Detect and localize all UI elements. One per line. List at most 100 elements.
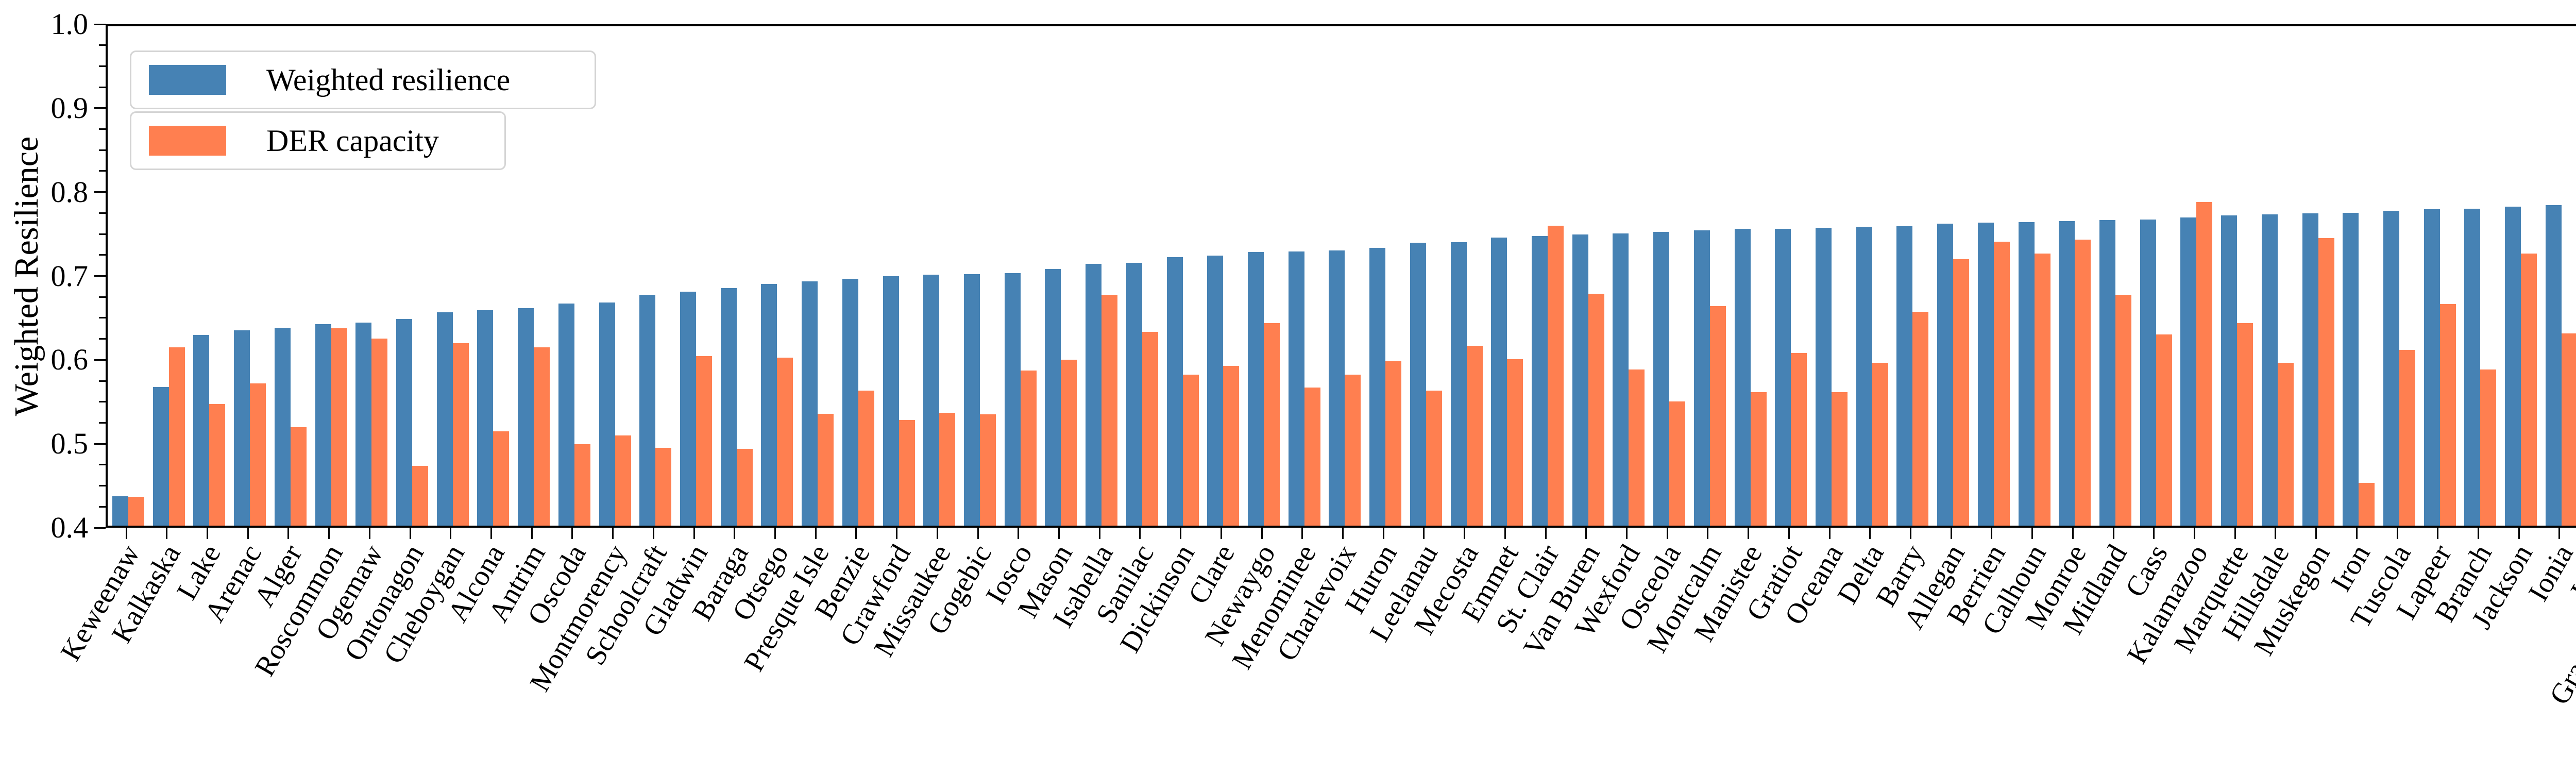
x-tick-mark xyxy=(450,528,452,539)
y-left-major-tick xyxy=(94,359,106,361)
bar-der-capacity-St. Clair xyxy=(1548,225,1564,526)
bar-der-capacity-Huron xyxy=(1385,361,1402,526)
x-tick-mark xyxy=(2558,528,2561,539)
y-left-major-tick xyxy=(94,107,106,109)
bar-der-capacity-Iron xyxy=(2359,482,2375,526)
bar-weighted-resilience-Benzie xyxy=(842,279,858,526)
bar-der-capacity-Osceola xyxy=(1669,401,1686,526)
bar-der-capacity-Otsego xyxy=(777,357,793,526)
bar-der-capacity-Hillsdale xyxy=(2277,363,2294,526)
y-left-tick-label: 1.0 xyxy=(50,7,89,41)
x-tick-mark xyxy=(2396,528,2398,539)
bar-weighted-resilience-Keweenaw xyxy=(112,496,128,526)
x-tick-mark xyxy=(2315,528,2317,539)
y-left-minor-tick xyxy=(99,170,106,172)
bar-der-capacity-Delta xyxy=(1872,363,1888,526)
y-left-tick-label: 0.5 xyxy=(50,427,89,461)
bar-weighted-resilience-Berrien xyxy=(1977,223,1994,526)
bar-weighted-resilience-Dickinson xyxy=(1166,257,1183,526)
plot-area xyxy=(106,24,2576,528)
bar-weighted-resilience-Gratiot xyxy=(1775,228,1791,526)
x-tick-mark xyxy=(896,528,898,539)
x-tick-mark xyxy=(612,528,614,539)
x-tick-mark xyxy=(1261,528,1263,539)
bar-der-capacity-Schoolcraft xyxy=(655,448,672,526)
bar-der-capacity-Roscommon xyxy=(331,328,347,526)
x-tick-mark xyxy=(1950,528,1952,539)
bar-der-capacity-Kalkaska xyxy=(168,347,185,526)
bar-der-capacity-Oscoda xyxy=(574,444,590,526)
x-tick-mark xyxy=(2355,528,2358,539)
y-left-minor-tick xyxy=(99,317,106,319)
bar-der-capacity-Isabella xyxy=(1101,294,1118,526)
bar-der-capacity-Ogemaw xyxy=(371,338,388,526)
bar-der-capacity-Baraga xyxy=(736,448,753,526)
x-tick-mark xyxy=(1139,528,1141,539)
y-left-major-tick xyxy=(94,23,106,25)
y-left-minor-tick xyxy=(99,401,106,403)
legend-label-weighted-resilience: Weighted resilience xyxy=(266,62,511,97)
bar-weighted-resilience-Isabella xyxy=(1086,263,1102,526)
bar-weighted-resilience-Iron xyxy=(2343,212,2359,526)
y-left-minor-tick xyxy=(99,422,106,424)
legend-entry-der-capacity: DER capacity xyxy=(130,111,506,170)
bar-weighted-resilience-Huron xyxy=(1369,248,1386,526)
x-tick-mark xyxy=(1018,528,1020,539)
bar-der-capacity-Dickinson xyxy=(1182,375,1199,526)
bar-weighted-resilience-Oscoda xyxy=(558,303,574,526)
bar-der-capacity-Gratiot xyxy=(1791,352,1807,526)
bar-weighted-resilience-Tuscola xyxy=(2383,211,2399,526)
x-tick-mark xyxy=(2112,528,2114,539)
x-tick-mark xyxy=(1869,528,1871,539)
bar-weighted-resilience-Missaukee xyxy=(923,275,940,526)
y-left-minor-tick xyxy=(99,464,106,466)
y-left-minor-tick xyxy=(99,296,106,298)
x-tick-mark xyxy=(1504,528,1506,539)
bar-weighted-resilience-Wexford xyxy=(1613,233,1629,526)
bar-der-capacity-Keweenaw xyxy=(128,496,144,526)
bar-weighted-resilience-Van Buren xyxy=(1572,234,1588,526)
y-left-minor-tick xyxy=(99,233,106,235)
bar-der-capacity-Ionia xyxy=(2561,333,2576,526)
bar-weighted-resilience-Alger xyxy=(274,327,291,526)
y-left-minor-tick xyxy=(99,65,106,67)
bar-der-capacity-Antrim xyxy=(534,347,550,526)
x-tick-mark xyxy=(2275,528,2277,539)
bar-der-capacity-Midland xyxy=(2115,295,2131,526)
bar-der-capacity-Gogebic xyxy=(980,414,996,526)
bar-weighted-resilience-Gladwin xyxy=(680,291,696,526)
x-tick-mark xyxy=(2234,528,2236,539)
x-tick-mark xyxy=(693,528,695,539)
bar-der-capacity-Leelanau xyxy=(1426,391,1442,526)
bar-der-capacity-Muskegon xyxy=(2318,238,2334,526)
x-tick-mark xyxy=(1585,528,1587,539)
bar-weighted-resilience-Ontonagon xyxy=(396,319,412,526)
x-tick-mark xyxy=(1058,528,1060,539)
bar-der-capacity-Lake xyxy=(209,404,226,526)
bar-weighted-resilience-Gogebic xyxy=(964,274,980,526)
bar-der-capacity-Sanilac xyxy=(1142,331,1158,526)
x-tick-mark xyxy=(368,528,370,539)
x-tick-mark xyxy=(774,528,776,539)
bar-der-capacity-Mason xyxy=(1061,360,1077,526)
bar-der-capacity-Barry xyxy=(1912,311,1929,526)
x-tick-mark xyxy=(652,528,654,539)
y-left-minor-tick xyxy=(99,506,106,508)
bar-weighted-resilience-Lake xyxy=(193,335,210,526)
bar-weighted-resilience-Mason xyxy=(1045,268,1061,526)
bar-weighted-resilience-Midland xyxy=(2099,220,2115,526)
bar-der-capacity-Monroe xyxy=(2075,239,2091,526)
bar-der-capacity-Charlevoix xyxy=(1345,375,1361,526)
bar-der-capacity-Calhoun xyxy=(2034,253,2050,526)
x-tick-mark xyxy=(1220,528,1222,539)
y-left-tick-label: 0.8 xyxy=(50,175,89,209)
bar-weighted-resilience-Antrim xyxy=(518,308,534,526)
x-tick-mark xyxy=(2193,528,2195,539)
x-tick-mark xyxy=(815,528,817,539)
x-tick-mark xyxy=(855,528,857,539)
bar-der-capacity-Branch xyxy=(2480,369,2497,526)
x-tick-mark xyxy=(2031,528,2033,539)
bar-der-capacity-Jackson xyxy=(2521,253,2537,526)
bar-weighted-resilience-Newaygo xyxy=(1248,252,1264,526)
bar-weighted-resilience-Ionia xyxy=(2545,205,2562,526)
